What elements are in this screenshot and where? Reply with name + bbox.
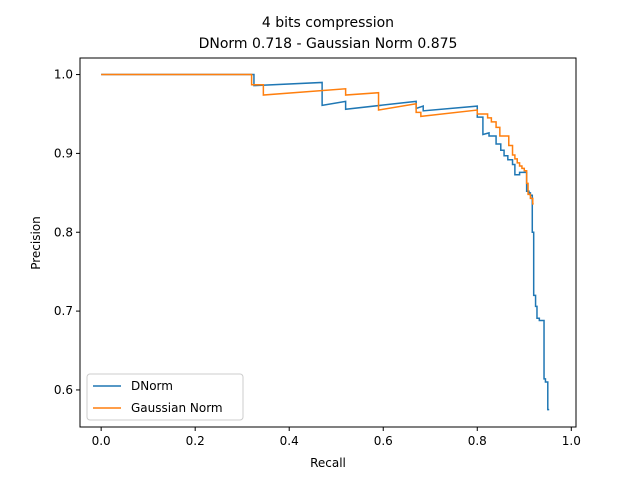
legend-box <box>86 373 244 421</box>
y-axis-label: Precision <box>29 216 43 270</box>
x-axis: 0.0 0.2 0.4 0.6 0.8 1.0 <box>92 427 581 448</box>
y-tick-label: 1.0 <box>54 68 73 82</box>
y-tick-label: 0.7 <box>54 304 73 318</box>
x-tick-label: 1.0 <box>562 434 581 448</box>
series-line-dnorm <box>101 73 550 411</box>
y-tick-label: 0.6 <box>54 383 73 397</box>
x-axis-label: Recall <box>310 456 346 470</box>
x-tick-label: 0.6 <box>374 434 393 448</box>
y-axis: 0.6 0.7 0.8 0.9 1.0 <box>54 68 80 397</box>
legend: DNorm Gaussian Norm <box>86 373 244 421</box>
chart-subtitle: DNorm 0.718 - Gaussian Norm 0.875 <box>199 36 458 52</box>
x-tick-label: 0.2 <box>186 434 205 448</box>
x-tick-label: 0.8 <box>468 434 487 448</box>
y-tick-label: 0.8 <box>54 225 73 239</box>
legend-label-gaussian-norm: Gaussian Norm <box>131 401 223 415</box>
chart-title: 4 bits compression <box>262 15 394 31</box>
x-tick-label: 0.0 <box>92 434 111 448</box>
legend-label-dnorm: DNorm <box>131 379 173 393</box>
axes-frame <box>79 57 577 428</box>
series-line-gaussian-norm <box>101 73 534 205</box>
y-tick-label: 0.9 <box>54 146 73 160</box>
x-tick-label: 0.4 <box>280 434 299 448</box>
plot-area <box>101 73 550 411</box>
